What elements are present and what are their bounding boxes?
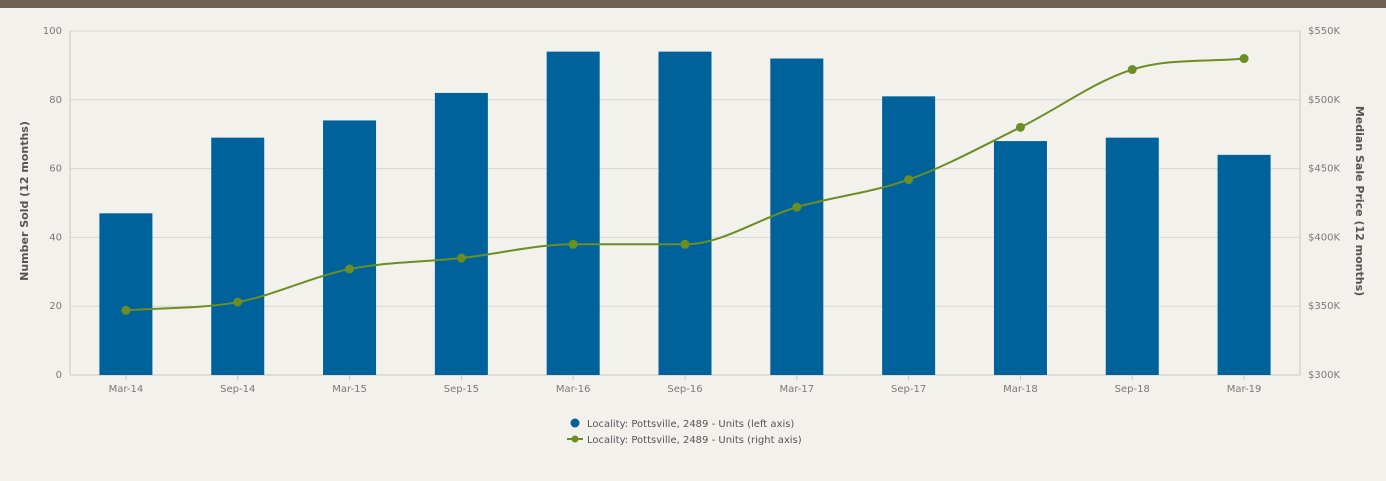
y2-tick-label: $450K (1308, 164, 1340, 175)
x-tick-label: Mar-18 (1003, 384, 1038, 395)
bar (993, 141, 1047, 375)
bar (211, 137, 265, 375)
combo-chart: 0 20 40 60 80 100 $300K $350K $400K $450K $500K $5… (18, 26, 1366, 446)
legend-bar-label: Locality: Pottsville, 2489 - Units (left… (587, 419, 794, 430)
x-tick-label: Sep-16 (667, 384, 702, 395)
left-axis-title: Number Sold (12 months) (18, 121, 31, 281)
price-line (125, 57, 1245, 312)
chart-legend: Locality: Pottsville, 2489 - Units (left… (567, 418, 802, 446)
line-point (568, 239, 578, 249)
x-axis-ticks: Mar-14 Sep-14 Mar-15 Sep-15 Mar-16 Sep-16 Mar-… (109, 375, 1262, 395)
y2-tick-label: $400K (1308, 232, 1340, 243)
y-tick-label: 100 (43, 26, 62, 37)
x-tick-label: Sep-18 (1115, 384, 1150, 395)
line-point (904, 175, 914, 185)
right-axis-title: Median Sale Price (12 months) (1353, 106, 1366, 296)
bar-series (99, 51, 1271, 376)
y-tick-label: 60 (49, 164, 62, 175)
bar (99, 213, 153, 375)
x-tick-label: Sep-17 (891, 384, 926, 395)
line-point (680, 239, 690, 249)
line-point (233, 297, 243, 307)
line-point (1127, 65, 1137, 75)
line-point (1239, 54, 1249, 64)
bar (323, 120, 377, 375)
y2-tick-label: $300K (1308, 370, 1340, 381)
bar (1217, 154, 1271, 375)
line-point (792, 202, 802, 212)
bar (546, 51, 600, 375)
x-tick-label: Mar-16 (556, 384, 591, 395)
y-tick-label: 40 (49, 232, 62, 243)
y-tick-label: 0 (56, 370, 62, 381)
x-tick-label: Mar-14 (109, 384, 144, 395)
y-tick-label: 20 (49, 301, 62, 312)
legend-line-label: Locality: Pottsville, 2489 - Units (righ… (587, 435, 802, 446)
y2-tick-label: $500K (1308, 95, 1340, 106)
chart-container: 0 20 40 60 80 100 $300K $350K $400K $450K $500K $5… (0, 8, 1386, 481)
x-tick-label: Sep-15 (444, 384, 479, 395)
y2-tick-label: $550K (1308, 26, 1340, 37)
right-axis-ticks: $300K $350K $400K $450K $500K $550K (1308, 26, 1340, 381)
bar (1105, 137, 1159, 375)
top-banner-strip (0, 0, 1386, 8)
bar (770, 58, 824, 376)
left-axis-ticks: 0 20 40 60 80 100 (43, 26, 62, 381)
x-tick-label: Mar-19 (1227, 384, 1262, 395)
bar (882, 96, 936, 376)
x-tick-label: Mar-17 (780, 384, 815, 395)
y-tick-label: 80 (49, 95, 62, 106)
bar (434, 92, 488, 376)
x-tick-label: Sep-14 (220, 384, 255, 395)
line-point (345, 264, 355, 274)
line-series (121, 54, 1249, 315)
line-point (456, 253, 466, 263)
line-point (121, 305, 131, 315)
bar (658, 51, 712, 375)
legend-bar-marker (570, 418, 580, 428)
x-tick-label: Mar-15 (332, 384, 367, 395)
line-point (1015, 122, 1025, 132)
legend-line-dot (571, 435, 579, 443)
y2-tick-label: $350K (1308, 301, 1340, 312)
